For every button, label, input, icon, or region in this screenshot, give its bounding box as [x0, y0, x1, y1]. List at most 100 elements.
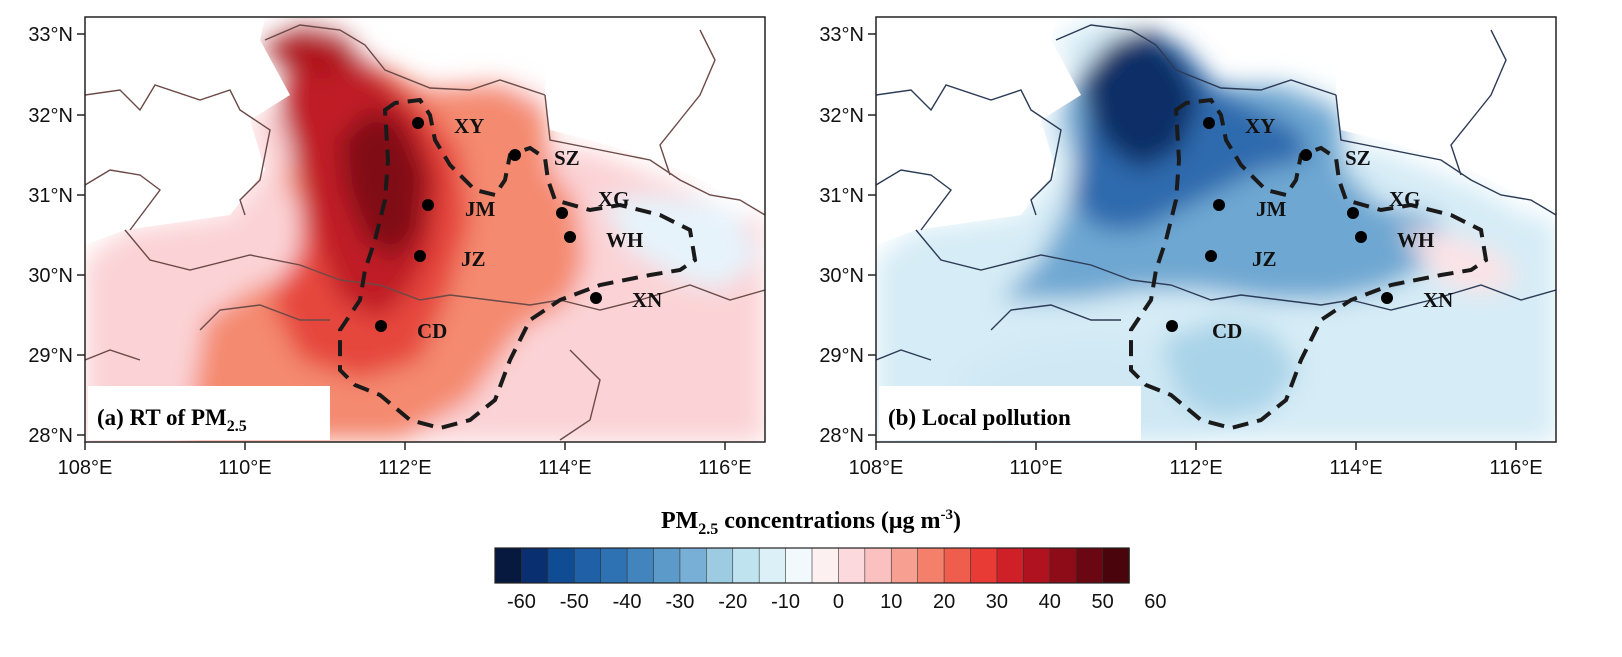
panel-a-label-box: [88, 386, 330, 440]
city-label-wh: WH: [606, 228, 643, 252]
city-label-xg: XG: [1389, 187, 1421, 211]
panel-b-map: XY SZ XG JM WH JZ XN CD (b) Local pollut…: [876, 17, 1556, 442]
city-label-xy: XY: [454, 114, 484, 138]
city-marker-jm: [1213, 199, 1225, 211]
lon-label: 108°E: [58, 457, 113, 479]
lon-label: 114°E: [538, 457, 591, 479]
colorbar-swatch: [494, 547, 523, 584]
panel-b-dashed-boundary: [1129, 97, 1489, 431]
lon-label: 108°E: [849, 457, 904, 479]
city-marker-wh: [1355, 231, 1367, 243]
panel-a-map: XY SZ XG JM WH JZ XN CD (a) RT of PM2.5: [85, 17, 765, 442]
lat-label: 33°N: [28, 24, 73, 46]
panel-b-title: (b) Local pollution: [888, 405, 1071, 430]
city-marker-sz: [1300, 149, 1312, 161]
colorbar-tick-label: -30: [665, 591, 694, 613]
city-marker-xy: [1203, 117, 1215, 129]
colorbar-ticks: -60 -50 -40 -30 -20 -10 0 10 20 30 40 50 60: [507, 591, 1167, 613]
colorbar-swatch: [943, 547, 972, 584]
city-label-xn: XN: [632, 288, 662, 312]
city-label-wh: WH: [1397, 228, 1434, 252]
lon-label: 116°E: [698, 457, 751, 479]
colorbar-swatch: [679, 547, 708, 584]
city-label-xg: XG: [598, 187, 630, 211]
panel-a-lon-labels: 108°E 110°E 112°E 114°E 116°E: [58, 457, 752, 479]
city-label-sz: SZ: [554, 146, 580, 170]
panel-a-dashed-boundary: [338, 97, 698, 431]
colorbar-swatch: [600, 547, 628, 584]
lat-label: 28°N: [28, 425, 73, 447]
colorbar-swatch: [838, 547, 866, 584]
colorbar-swatches: [494, 547, 1130, 584]
colorbar-swatch: [758, 547, 787, 584]
colorbar-swatch: [890, 547, 919, 584]
lat-label: 31°N: [28, 185, 73, 207]
panel-a-boundaries: [85, 24, 765, 441]
colorbar-swatch: [970, 547, 998, 584]
lat-label: 28°N: [819, 425, 864, 447]
panel-b-ticks: [868, 33, 1517, 450]
colorbar-swatch: [811, 547, 840, 584]
city-label-jz: JZ: [461, 247, 486, 271]
colorbar-tick-label: -20: [718, 591, 747, 613]
colorbar-tick-label: 40: [1039, 591, 1061, 613]
colorbar-swatch: [573, 547, 602, 584]
colorbar-tick-label: 10: [880, 591, 902, 613]
panel-a-frame: [84, 16, 766, 443]
panel-b-lat-labels: 33°N 32°N 31°N 30°N 29°N 28°N: [819, 24, 864, 447]
city-label-cd: CD: [417, 319, 447, 343]
colorbar-swatch: [732, 547, 760, 584]
city-marker-wh: [564, 231, 576, 243]
lat-label: 31°N: [819, 185, 864, 207]
colorbar-swatch: [864, 547, 893, 584]
city-marker-sz: [509, 149, 521, 161]
city-marker-xn: [590, 292, 602, 304]
panel-a-lat-labels: 33°N 32°N 31°N 30°N 29°N 28°N: [28, 24, 73, 447]
city-marker-jz: [414, 250, 426, 262]
colorbar-swatch: [785, 547, 813, 584]
colorbar: PM2.5 concentrations (μg m-3) -60 -50 -40 -…: [494, 507, 1167, 613]
city-label-sz: SZ: [1345, 146, 1371, 170]
colorbar-swatch: [1075, 547, 1104, 584]
panel-b-lon-labels: 108°E 110°E 112°E 114°E 116°E: [849, 457, 1543, 479]
lon-label: 110°E: [1009, 457, 1062, 479]
lon-label: 110°E: [218, 457, 271, 479]
city-label-jm: JM: [465, 197, 496, 221]
city-label-jm: JM: [1256, 197, 1287, 221]
lat-label: 32°N: [819, 105, 864, 127]
colorbar-swatch: [1102, 547, 1130, 584]
city-marker-xn: [1381, 292, 1393, 304]
panel-b-frame: [875, 16, 1557, 443]
lon-label: 112°E: [1169, 457, 1222, 479]
colorbar-tick-label: -40: [613, 591, 642, 613]
city-label-jz: JZ: [1252, 247, 1277, 271]
panel-b-local-pollution: XY SZ XG JM WH JZ XN CD (b) Local pollut…: [819, 16, 1557, 479]
city-marker-xg: [1347, 207, 1359, 219]
colorbar-title: PM2.5 concentrations (μg m-3): [661, 507, 961, 538]
colorbar-tick-label: 60: [1144, 591, 1166, 613]
city-label-xy: XY: [1245, 114, 1275, 138]
colorbar-tick-label: -60: [507, 591, 536, 613]
city-marker-cd: [375, 320, 387, 332]
colorbar-swatch: [653, 547, 681, 584]
panel-a-rt-pm25: XY SZ XG JM WH JZ XN CD (a) RT of PM2.5: [28, 16, 766, 479]
colorbar-tick-label: 0: [833, 591, 844, 613]
colorbar-tick-label: -10: [771, 591, 800, 613]
colorbar-tick-label: -50: [560, 591, 589, 613]
panel-a-ticks: [77, 33, 726, 450]
lat-label: 32°N: [28, 105, 73, 127]
city-marker-xy: [412, 117, 424, 129]
city-marker-jm: [422, 199, 434, 211]
colorbar-tick-label: 20: [933, 591, 955, 613]
panel-a-cities: XY SZ XG JM WH JZ XN CD: [375, 114, 662, 343]
lat-label: 30°N: [819, 265, 864, 287]
colorbar-swatch: [1049, 547, 1077, 584]
panel-b-cities: XY SZ XG JM WH JZ XN CD: [1166, 114, 1453, 343]
colorbar-swatch: [1023, 547, 1051, 584]
lon-label: 112°E: [378, 457, 431, 479]
lon-label: 116°E: [1489, 457, 1542, 479]
colorbar-swatch: [626, 547, 655, 584]
city-marker-xg: [556, 207, 568, 219]
city-label-cd: CD: [1212, 319, 1242, 343]
